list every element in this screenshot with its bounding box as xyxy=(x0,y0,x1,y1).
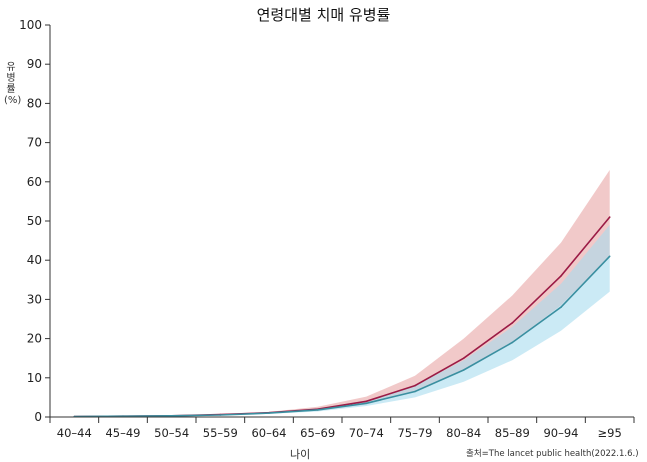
series-1-point xyxy=(511,322,514,324)
x-tick-label: 45–49 xyxy=(105,426,140,440)
chart-title: 연령대별 치매 유병률 xyxy=(256,6,391,24)
x-tick-label: 75–79 xyxy=(397,426,432,440)
y-tick-label: 30 xyxy=(27,292,42,306)
series-2-point xyxy=(560,306,562,309)
y-axis-label: 유병률(%) xyxy=(4,62,22,106)
x-tick-label: 40–44 xyxy=(57,426,92,440)
series-2-point xyxy=(365,402,368,405)
x-tick-label: 70–74 xyxy=(349,426,384,440)
series-2-point xyxy=(608,255,611,258)
y-tick-label: 40 xyxy=(27,253,42,267)
series-1-point xyxy=(365,400,368,403)
y-tick-label: 70 xyxy=(27,136,42,150)
confidence-band-2 xyxy=(74,224,610,417)
y-tick-label: 80 xyxy=(27,96,42,110)
series-line-2 xyxy=(74,255,611,418)
series-2-point xyxy=(511,341,514,344)
series-2-point xyxy=(414,390,416,393)
y-tick-label: 60 xyxy=(27,175,42,189)
series-2-point xyxy=(170,415,173,417)
series-1-point xyxy=(462,357,465,360)
y-tick-label: 50 xyxy=(27,214,42,228)
series-1-point xyxy=(608,216,611,218)
x-axis-label: 나이 xyxy=(290,448,311,461)
series-2-point xyxy=(268,412,270,414)
x-tick-label: 85–89 xyxy=(495,426,530,440)
confidence-band-1 xyxy=(74,170,610,417)
y-tick-label: 0 xyxy=(34,410,42,424)
x-tick-label: ≥95 xyxy=(598,426,622,440)
y-tick-label: 20 xyxy=(27,332,42,346)
source-note: 출처=The lancet public health(2022.1.6.) xyxy=(466,449,639,459)
x-tick-label: 50–54 xyxy=(154,426,189,440)
series-2-point xyxy=(462,369,465,371)
series-2-point xyxy=(219,414,222,416)
x-tick-label: 55–59 xyxy=(203,426,238,440)
series-2-point xyxy=(316,409,319,411)
x-tick-label: 80–84 xyxy=(446,426,481,440)
y-tick-label: 90 xyxy=(27,57,42,71)
series-1-point xyxy=(414,384,416,387)
y-tick-label: 10 xyxy=(27,371,42,385)
x-tick-label: 90–94 xyxy=(543,426,578,440)
series-1-point xyxy=(560,275,562,277)
x-tick-label: 60–64 xyxy=(251,426,286,440)
x-tick-label: 65–69 xyxy=(300,426,335,440)
y-tick-label: 100 xyxy=(19,18,42,32)
